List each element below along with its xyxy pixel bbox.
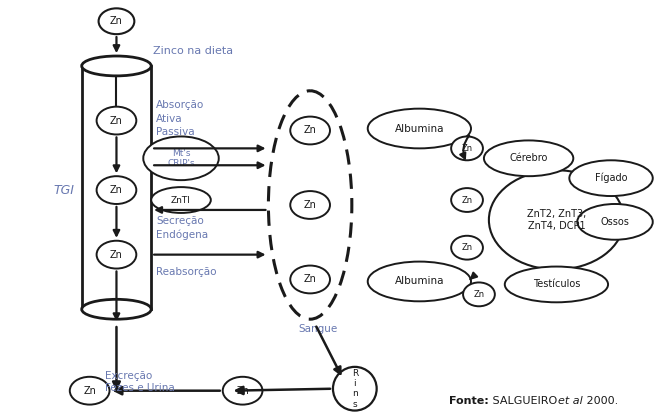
- Ellipse shape: [82, 56, 152, 76]
- Text: Zn: Zn: [304, 200, 317, 210]
- Text: Zn: Zn: [461, 243, 472, 252]
- Ellipse shape: [451, 188, 483, 212]
- Ellipse shape: [577, 204, 653, 240]
- Text: Secreção
Endógena: Secreção Endógena: [156, 216, 209, 240]
- Text: TGI: TGI: [53, 183, 74, 197]
- Text: ZnT2, ZnT3,
ZnT4, DCP1: ZnT2, ZnT3, ZnT4, DCP1: [527, 209, 586, 231]
- Text: Excreção
Fezes e Urina: Excreção Fezes e Urina: [104, 371, 174, 393]
- Ellipse shape: [82, 300, 152, 319]
- Text: Ossos: Ossos: [601, 217, 630, 227]
- Ellipse shape: [368, 262, 471, 301]
- Text: Zn: Zn: [83, 386, 96, 396]
- Ellipse shape: [268, 91, 352, 319]
- Text: Zn: Zn: [110, 185, 123, 195]
- Ellipse shape: [223, 377, 262, 405]
- Text: Reabsorção: Reabsorção: [156, 267, 216, 277]
- Text: Mt's
CRIP's: Mt's CRIP's: [167, 149, 195, 168]
- Ellipse shape: [98, 8, 134, 34]
- Text: Zn: Zn: [461, 196, 472, 205]
- Ellipse shape: [368, 109, 471, 149]
- Text: Fígado: Fígado: [595, 173, 627, 183]
- Text: et al: et al: [558, 396, 583, 406]
- Text: R
i
n
s: R i n s: [352, 369, 358, 409]
- Ellipse shape: [290, 265, 330, 293]
- Ellipse shape: [489, 170, 624, 270]
- Text: 2000.: 2000.: [583, 396, 619, 406]
- Ellipse shape: [451, 136, 483, 160]
- Ellipse shape: [96, 106, 136, 134]
- Text: Zinco na dieta: Zinco na dieta: [154, 46, 234, 56]
- Ellipse shape: [569, 160, 653, 196]
- Ellipse shape: [290, 116, 330, 144]
- Text: Testículos: Testículos: [533, 280, 580, 290]
- Text: SALGUEIRO: SALGUEIRO: [489, 396, 561, 406]
- Text: Albumina: Albumina: [395, 124, 444, 134]
- Bar: [82, 66, 152, 309]
- Ellipse shape: [70, 377, 110, 405]
- Text: Zn: Zn: [304, 275, 317, 285]
- Ellipse shape: [290, 191, 330, 219]
- Text: Zn: Zn: [110, 16, 123, 26]
- Ellipse shape: [484, 141, 573, 176]
- Text: Zn: Zn: [110, 250, 123, 260]
- Text: Zn: Zn: [110, 116, 123, 126]
- Ellipse shape: [96, 241, 136, 269]
- Text: Fonte:: Fonte:: [449, 396, 489, 406]
- Text: Cérebro: Cérebro: [510, 154, 548, 163]
- Ellipse shape: [451, 236, 483, 260]
- Ellipse shape: [463, 282, 495, 306]
- Text: Absorção
Ativa
Passiva: Absorção Ativa Passiva: [156, 100, 205, 137]
- Ellipse shape: [143, 136, 218, 180]
- Text: Zn: Zn: [461, 144, 472, 153]
- Ellipse shape: [333, 367, 377, 411]
- Text: Zn: Zn: [474, 290, 485, 299]
- Text: Albumina: Albumina: [395, 277, 444, 287]
- Text: Zn: Zn: [236, 386, 249, 396]
- Text: ZnTI: ZnTI: [171, 196, 191, 205]
- Text: Sangue: Sangue: [298, 324, 337, 334]
- Text: Zn: Zn: [304, 126, 317, 136]
- Ellipse shape: [96, 176, 136, 204]
- Ellipse shape: [152, 187, 211, 213]
- Ellipse shape: [504, 267, 608, 302]
